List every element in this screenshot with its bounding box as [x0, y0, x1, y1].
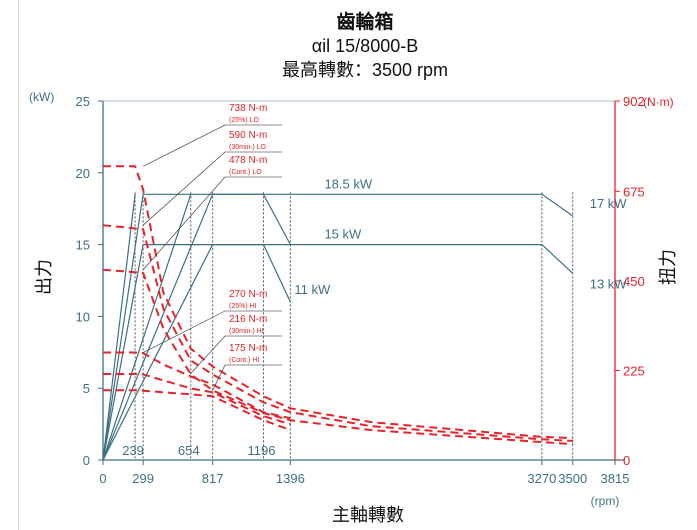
annotation-main-5: 175 N-m [229, 343, 267, 354]
y2-tick-label-3: 675 [623, 184, 645, 199]
y-tick-label-3: 15 [76, 238, 90, 253]
left-divider [18, 0, 19, 530]
power-label-2: 17 kW [590, 196, 628, 211]
annotation-leader-1 [142, 151, 226, 226]
speed-label-2: 1196 [248, 443, 276, 458]
speed-label-1: 654 [178, 443, 200, 458]
annotation-sub-4: (30min.) HI [229, 328, 264, 335]
right-axis-title: 扭力 [658, 249, 678, 285]
power-curve-3 [102, 194, 136, 461]
x-axis-title: 主軸轉數 [332, 505, 404, 525]
speed-label-0: 239 [122, 443, 144, 458]
annotation-leader-2 [142, 176, 226, 270]
chart-title: 齒輪箱 [336, 10, 393, 33]
torque-curve-5 [103, 389, 291, 432]
annotation-main-1: 590 N-m [229, 130, 267, 141]
axes [98, 100, 625, 465]
y2-tick-label-4: 902 [623, 94, 645, 109]
annotation-sub-5: (Cont.) HI [229, 357, 259, 364]
annotation-sub-0: (25%) LO [229, 117, 260, 124]
power-curve-4 [102, 244, 574, 461]
power-curve-2 [102, 194, 192, 461]
x-tick-label-2: 817 [202, 471, 224, 486]
x-tick-label-1: 299 [132, 471, 154, 486]
model-name: αil 15/8000-B [312, 36, 418, 56]
annotation-main-4: 216 N-m [229, 314, 267, 325]
power-label-3: 13 kW [590, 276, 628, 291]
x-tick-label-3: 1396 [276, 471, 305, 486]
power-curve-1 [102, 193, 291, 461]
annotation-main-2: 478 N-m [229, 155, 267, 166]
annotation-leader-0 [142, 124, 226, 167]
annotation-sub-3: (25%) HI [229, 303, 257, 310]
x-tick-label-0: 0 [99, 471, 106, 486]
tick-labels: 0 5 10 15 20 25 0 225 450 675 902 0 299 817 1396 3270 35… [76, 94, 645, 486]
torque-curve-3 [103, 351, 291, 420]
x-tick-label-6: 3815 [601, 471, 630, 486]
torque-curve-2 [102, 268, 573, 446]
power-labels: 18.5 kW 15 kW 17 kW 13 kW 11 kW [294, 176, 627, 297]
y-tick-label-0: 0 [83, 453, 90, 468]
annotation-sub-2: (Cont.) LO [229, 169, 262, 176]
y-tick-label-4: 20 [76, 166, 90, 181]
x-tick-label-4: 3270 [527, 471, 556, 486]
y2-tick-label-2: 450 [623, 274, 645, 289]
vertical-guides [134, 192, 574, 460]
torque-curve-0 [103, 165, 573, 440]
x-axis-unit: (rpm) [591, 494, 620, 508]
power-curve-0 [102, 193, 574, 461]
torque-curve-1 [102, 224, 573, 442]
torque-annotations: 738 N-m (25%) LO 590 N-m (30min.) LO 478 N-m… [142, 103, 282, 391]
annotation-leader-5 [212, 364, 226, 391]
annotation-leader-4 [189, 335, 226, 375]
y2-tick-label-1: 225 [623, 363, 645, 378]
torque-curves [102, 165, 573, 446]
y-tick-label-1: 5 [83, 381, 90, 396]
annotation-main-0: 738 N-m [229, 103, 267, 114]
left-axis-title: 出力 [34, 259, 54, 295]
torque-curve-4 [103, 373, 291, 426]
left-axis-unit: (kW) [29, 90, 54, 104]
y2-tick-label-0: 0 [623, 453, 630, 468]
annotation-main-3: 270 N-m [229, 289, 267, 300]
annotation-leader-3 [143, 310, 226, 353]
power-label-1: 15 kW [324, 227, 362, 242]
max-speed: 最高轉數：3500 rpm [282, 60, 448, 80]
y-tick-label-5: 25 [76, 94, 90, 109]
x-tick-label-5: 3500 [558, 471, 587, 486]
right-axis-unit: (N·m) [643, 95, 674, 109]
annotation-sub-1: (30min.) LO [229, 144, 267, 151]
power-curves [102, 193, 574, 461]
power-curve-5 [102, 244, 291, 461]
power-label-4: 11 kW [294, 282, 331, 297]
y-tick-label-2: 10 [76, 309, 90, 324]
power-label-0: 18.5 kW [324, 176, 372, 191]
